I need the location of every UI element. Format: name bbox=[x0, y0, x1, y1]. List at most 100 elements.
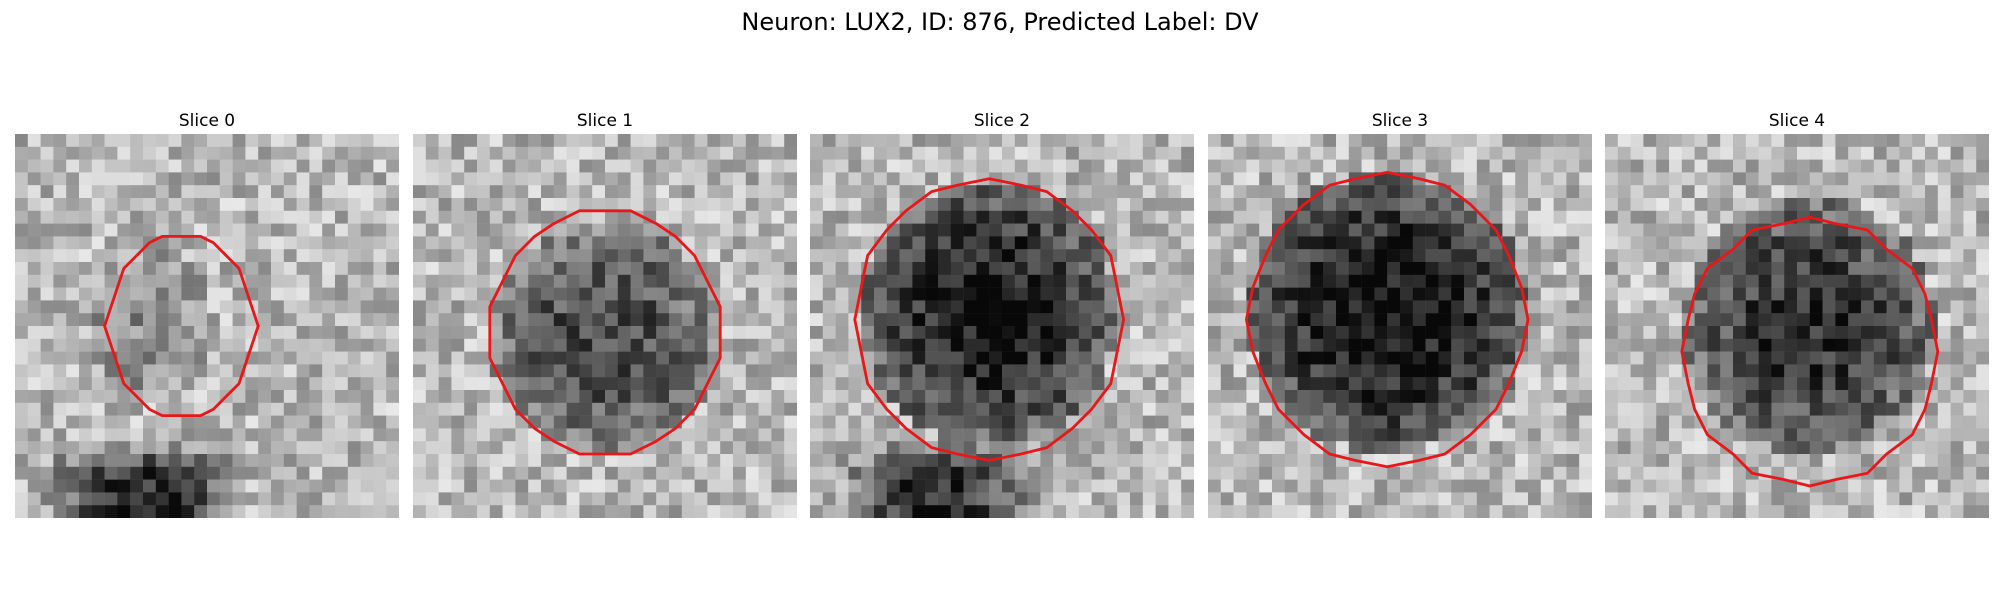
pixel bbox=[233, 428, 246, 441]
pixel bbox=[528, 364, 541, 377]
pixel bbox=[1823, 275, 1836, 288]
pixel bbox=[1541, 313, 1554, 326]
pixel bbox=[322, 236, 335, 249]
pixel bbox=[271, 224, 284, 237]
pixel bbox=[1579, 467, 1592, 480]
pixel bbox=[53, 390, 66, 403]
pixel bbox=[707, 403, 720, 416]
pixel bbox=[386, 480, 399, 493]
pixel bbox=[426, 288, 439, 301]
pixel bbox=[130, 160, 143, 173]
pixel bbox=[874, 288, 887, 301]
pixel bbox=[28, 134, 41, 147]
pixel bbox=[810, 492, 823, 505]
pixel bbox=[130, 364, 143, 377]
pixel bbox=[1259, 211, 1272, 224]
pixel bbox=[207, 172, 220, 185]
pixel bbox=[1861, 364, 1874, 377]
pixel bbox=[528, 492, 541, 505]
pixel bbox=[1707, 390, 1720, 403]
pixel bbox=[912, 339, 925, 352]
pixel bbox=[1310, 211, 1323, 224]
pixel bbox=[1426, 198, 1439, 211]
pixel bbox=[720, 185, 733, 198]
pixel bbox=[810, 172, 823, 185]
pixel bbox=[1771, 441, 1784, 454]
pixel bbox=[784, 198, 797, 211]
pixel bbox=[1810, 275, 1823, 288]
pixel bbox=[1912, 339, 1925, 352]
pixel bbox=[720, 390, 733, 403]
pixel bbox=[490, 198, 503, 211]
pixel bbox=[1117, 172, 1130, 185]
pixel bbox=[682, 339, 695, 352]
pixel bbox=[989, 300, 1002, 313]
pixel bbox=[117, 300, 130, 313]
pixel bbox=[1143, 300, 1156, 313]
pixel bbox=[1208, 480, 1221, 493]
pixel bbox=[1643, 416, 1656, 429]
pixel bbox=[733, 236, 746, 249]
pixel bbox=[1426, 300, 1439, 313]
pixel bbox=[887, 249, 900, 262]
pixel bbox=[53, 339, 66, 352]
pixel bbox=[464, 172, 477, 185]
pixel bbox=[579, 288, 592, 301]
pixel bbox=[1464, 416, 1477, 429]
pixel bbox=[682, 300, 695, 313]
pixel bbox=[1810, 467, 1823, 480]
pixel bbox=[1374, 211, 1387, 224]
pixel bbox=[245, 480, 258, 493]
pixel bbox=[1298, 172, 1311, 185]
pixel bbox=[771, 339, 784, 352]
pixel bbox=[220, 441, 233, 454]
pixel bbox=[373, 505, 386, 518]
pixel bbox=[784, 454, 797, 467]
pixel bbox=[1002, 492, 1015, 505]
pixel bbox=[1387, 224, 1400, 237]
pixel bbox=[322, 313, 335, 326]
pixel bbox=[810, 262, 823, 275]
pixel bbox=[156, 326, 169, 339]
pixel bbox=[976, 377, 989, 390]
slice-title: Slice 1 bbox=[413, 108, 797, 134]
pixel bbox=[41, 480, 54, 493]
pixel bbox=[41, 236, 54, 249]
pixel bbox=[656, 377, 669, 390]
pixel bbox=[1413, 416, 1426, 429]
pixel bbox=[373, 352, 386, 365]
pixel bbox=[656, 147, 669, 160]
pixel bbox=[156, 160, 169, 173]
pixel bbox=[41, 339, 54, 352]
pixel bbox=[836, 492, 849, 505]
pixel bbox=[1028, 403, 1041, 416]
pixel bbox=[1092, 326, 1105, 339]
pixel bbox=[361, 300, 374, 313]
pixel bbox=[541, 236, 554, 249]
pixel bbox=[1502, 313, 1515, 326]
pixel bbox=[15, 198, 28, 211]
pixel bbox=[1848, 300, 1861, 313]
pixel bbox=[1426, 339, 1439, 352]
pixel bbox=[1605, 211, 1618, 224]
pixel bbox=[1298, 326, 1311, 339]
pixel bbox=[900, 364, 913, 377]
pixel bbox=[1643, 160, 1656, 173]
pixel bbox=[1426, 480, 1439, 493]
pixel bbox=[1438, 300, 1451, 313]
pixel bbox=[297, 480, 310, 493]
pixel bbox=[1746, 275, 1759, 288]
pixel bbox=[1028, 236, 1041, 249]
pixel bbox=[1464, 313, 1477, 326]
pixel bbox=[207, 262, 220, 275]
pixel bbox=[1618, 364, 1631, 377]
pixel bbox=[861, 441, 874, 454]
pixel bbox=[1208, 185, 1221, 198]
pixel bbox=[1130, 313, 1143, 326]
pixel bbox=[1040, 352, 1053, 365]
pixel bbox=[1912, 364, 1925, 377]
pixel bbox=[1528, 492, 1541, 505]
pixel bbox=[271, 467, 284, 480]
pixel bbox=[1464, 211, 1477, 224]
pixel bbox=[1079, 339, 1092, 352]
